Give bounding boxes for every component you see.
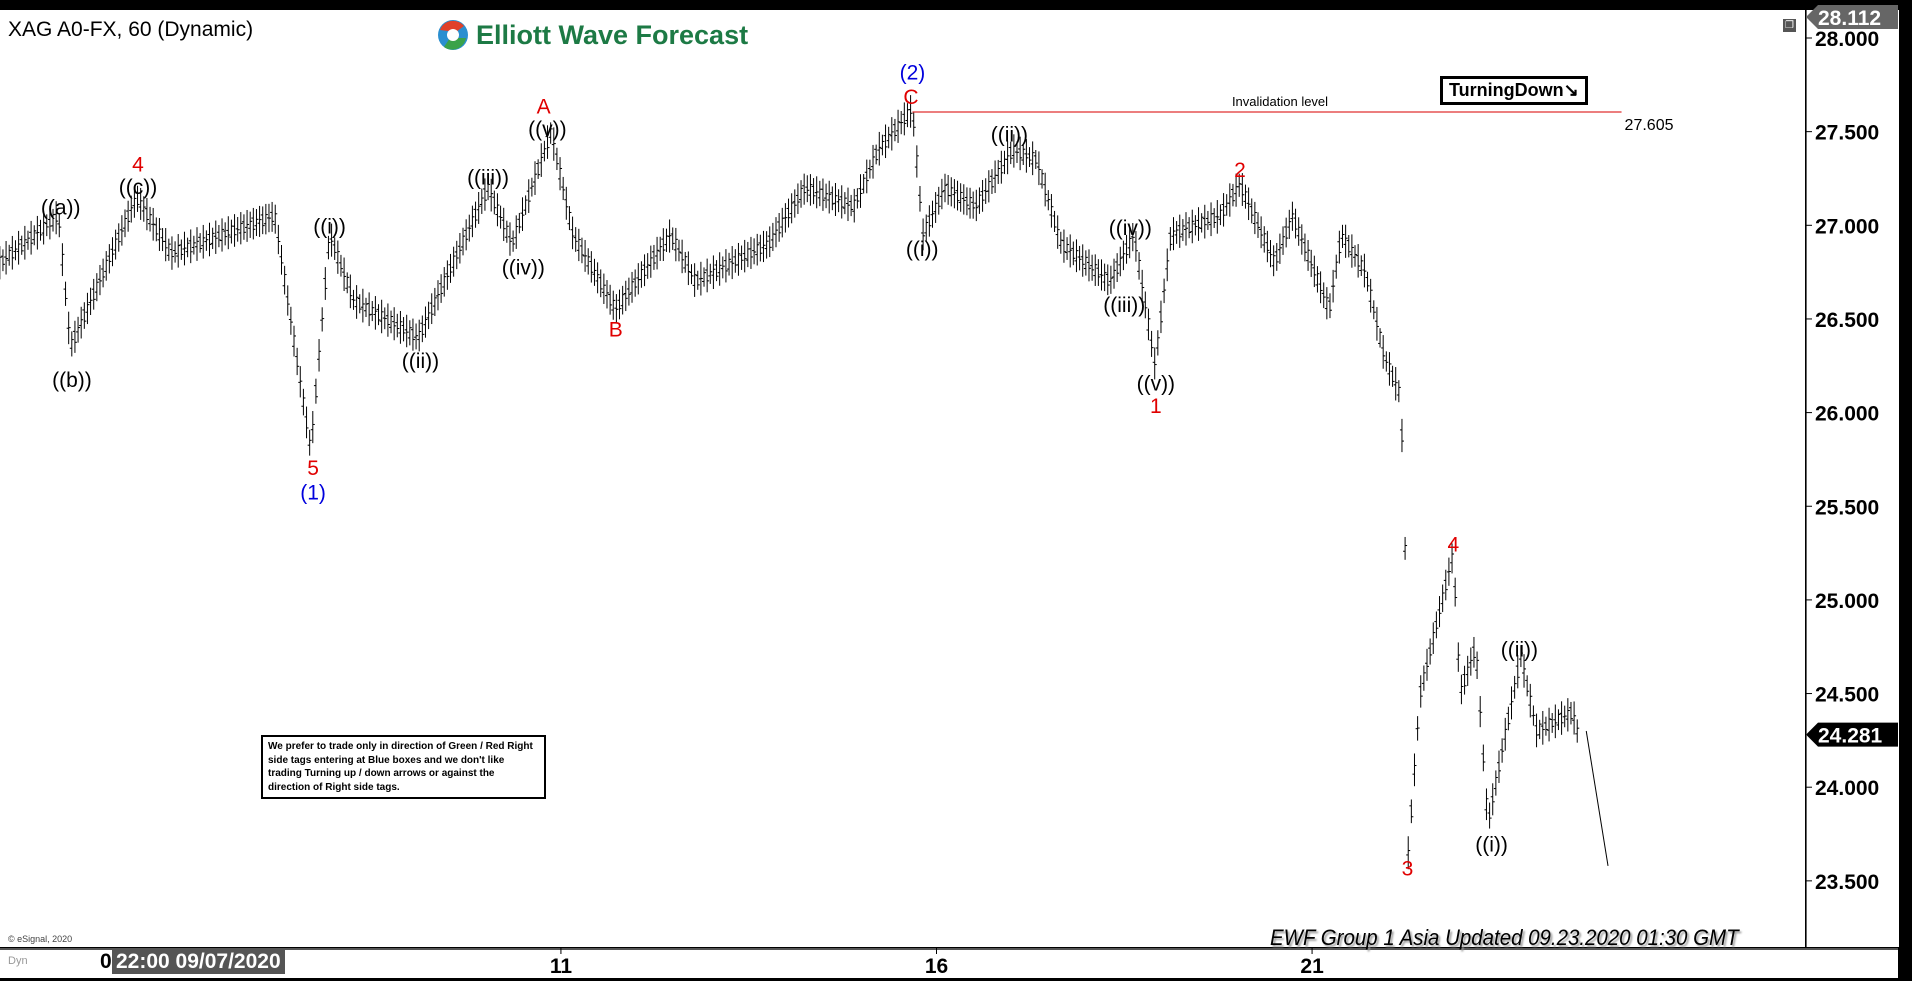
wave-label: C [903, 86, 918, 109]
wave-label: ((iv)) [1109, 217, 1152, 240]
wave-label: ((iii)) [467, 167, 509, 190]
wave-label: (1) [300, 481, 326, 504]
y-tick-label: 27.500 [1815, 122, 1879, 145]
logo-text: Elliott Wave Forecast [476, 19, 749, 50]
wave-label: 2 [1234, 159, 1246, 182]
wave-label: ((ii)) [991, 124, 1028, 147]
high-price-tag-bg [1806, 5, 1898, 30]
wave-label: 4 [132, 153, 144, 176]
invalidation-value: 27.605 [1625, 117, 1674, 134]
y-tick-label: 24.500 [1815, 684, 1879, 707]
projection-line [1585, 730, 1609, 866]
y-tick-label: 26.000 [1815, 403, 1879, 426]
logo: Elliott Wave Forecast [436, 18, 748, 52]
wave-label: 5 [307, 457, 319, 480]
wave-label: ((i)) [313, 215, 346, 238]
updated-stamp: EWF Group 1 Asia Updated 09.23.2020 01:3… [1270, 925, 1739, 950]
x-tick-label: 11 [550, 955, 573, 978]
invalidation-label: Invalidation level [1232, 94, 1328, 109]
time-cursor-label: 22:00 09/07/2020 [112, 950, 285, 974]
wave-label: ((i)) [906, 238, 939, 261]
y-tick-label: 28.000 [1815, 28, 1879, 51]
high-price-tag: 28.112 [1818, 7, 1881, 30]
wave-label: ((c)) [119, 176, 157, 199]
y-tick-label: 23.500 [1815, 871, 1879, 894]
wave-label: ((a)) [41, 197, 81, 220]
wave-label: ((i)) [1475, 833, 1508, 856]
disclaimer-note: We prefer to trade only in direction of … [261, 735, 546, 799]
restore-window-icon[interactable]: ❐ [1783, 19, 1796, 32]
wave-label: 4 [1447, 534, 1459, 557]
y-tick-label: 27.000 [1815, 215, 1879, 238]
wave-label: ((v)) [1137, 373, 1175, 396]
wave-label: ((iii)) [1103, 294, 1145, 317]
time-axis-prefix: 0 [100, 950, 112, 973]
x-tick-label: 16 [925, 955, 948, 978]
last-price-tag: 24.281 [1818, 725, 1883, 748]
last-price-tag-bg [1806, 722, 1898, 747]
time-axis[interactable] [0, 948, 1898, 978]
wave-label: (2) [900, 62, 926, 85]
wave-label: A [537, 95, 551, 118]
wave-label: ((iv)) [502, 257, 545, 280]
wave-label: 1 [1150, 395, 1162, 418]
copyright: © eSignal, 2020 [8, 934, 73, 944]
turning-down-tag: TurningDown↘ [1440, 76, 1588, 105]
dyn-toggle[interactable]: Dyn [8, 955, 28, 967]
wave-label: ((ii)) [402, 350, 439, 373]
wave-label: B [609, 318, 623, 341]
logo-globe-icon [438, 20, 468, 50]
symbol-title: XAG A0-FX, 60 (Dynamic) [8, 18, 254, 41]
wave-label: ((v)) [528, 118, 566, 141]
y-tick-label: 25.500 [1815, 496, 1879, 519]
wave-label: ((ii)) [1501, 639, 1538, 662]
y-tick-label: 24.000 [1815, 777, 1879, 800]
y-tick-label: 25.000 [1815, 590, 1879, 613]
wave-label: ((b)) [52, 369, 92, 392]
price-axis[interactable] [1806, 10, 1899, 947]
y-tick-label: 26.500 [1815, 309, 1879, 332]
x-tick-label: 21 [1300, 955, 1324, 978]
wave-label: 3 [1402, 858, 1414, 881]
